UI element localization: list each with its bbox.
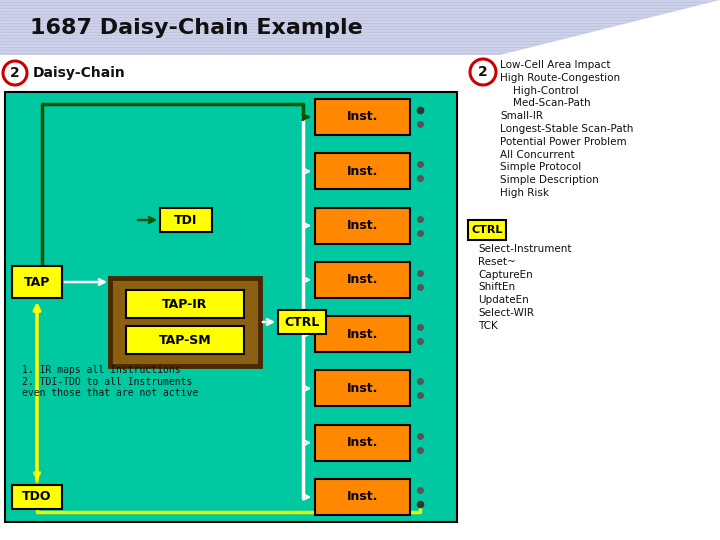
Text: Inst.: Inst. — [347, 436, 378, 449]
Bar — [126, 326, 244, 354]
Bar — [278, 310, 326, 334]
Text: Select-Instrument
Reset~
CaptureEn
ShiftEn
UpdateEn
Select-WIR
TCK: Select-Instrument Reset~ CaptureEn Shift… — [478, 244, 572, 331]
Text: Inst.: Inst. — [347, 382, 378, 395]
Text: Inst.: Inst. — [347, 490, 378, 503]
Bar — [315, 207, 410, 244]
Text: Inst.: Inst. — [347, 328, 378, 341]
Bar — [12, 266, 62, 298]
Circle shape — [3, 61, 27, 85]
Text: TDI: TDI — [174, 213, 198, 226]
Text: Inst.: Inst. — [347, 219, 378, 232]
Text: Inst.: Inst. — [347, 165, 378, 178]
Polygon shape — [500, 0, 720, 55]
Bar — [468, 220, 506, 240]
Text: Daisy-Chain: Daisy-Chain — [33, 66, 126, 80]
Bar — [315, 316, 410, 352]
Bar — [126, 290, 244, 318]
Text: TAP-IR: TAP-IR — [162, 298, 207, 310]
Bar — [315, 425, 410, 461]
Text: TAP-SM: TAP-SM — [158, 334, 211, 347]
Bar — [5, 92, 457, 522]
Text: TAP: TAP — [24, 275, 50, 288]
Text: 2: 2 — [478, 65, 488, 79]
Circle shape — [470, 59, 496, 85]
Bar — [315, 479, 410, 515]
Text: 2: 2 — [10, 66, 20, 80]
Bar — [110, 278, 260, 366]
Bar — [12, 485, 62, 509]
Text: 1687 Daisy-Chain Example: 1687 Daisy-Chain Example — [30, 17, 363, 37]
Bar — [315, 153, 410, 190]
Text: Low-Cell Area Impact
High Route-Congestion
    High-Control
    Med-Scan-Path
Sm: Low-Cell Area Impact High Route-Congesti… — [500, 60, 634, 198]
Bar — [315, 370, 410, 407]
Bar — [315, 99, 410, 135]
Bar — [315, 262, 410, 298]
Text: 1. IR maps all Instructions
2. TDI-TDO to all Instruments
even those that are no: 1. IR maps all Instructions 2. TDI-TDO t… — [22, 365, 198, 398]
Text: CTRL: CTRL — [284, 315, 320, 328]
Text: Inst.: Inst. — [347, 111, 378, 124]
Text: CTRL: CTRL — [472, 225, 503, 235]
Bar — [0, 0, 720, 55]
Bar — [160, 208, 212, 232]
Text: TDO: TDO — [22, 490, 52, 503]
Text: Inst.: Inst. — [347, 273, 378, 286]
